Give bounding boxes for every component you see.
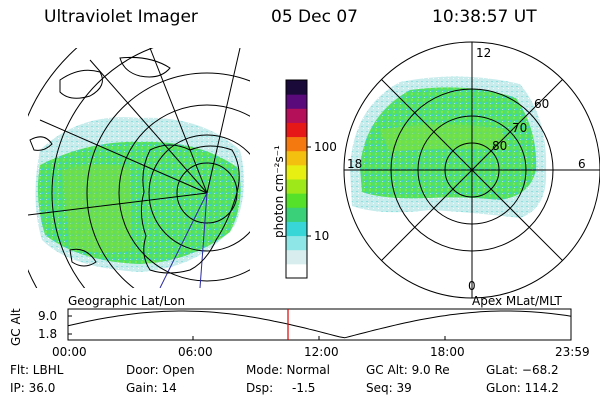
colorbar-stripe xyxy=(286,235,307,251)
dsp-label: Dsp: xyxy=(246,381,274,395)
gain-label: Gain: 14 xyxy=(126,381,177,395)
geographic-caption: Geographic Lat/Lon xyxy=(68,294,186,308)
colorbar-stripe xyxy=(286,108,307,123)
apex-caption: Apex MLat/MLT xyxy=(472,294,562,308)
colorbar-stripe xyxy=(286,179,307,194)
geographic-map xyxy=(28,48,250,288)
colorbar-stripe xyxy=(286,207,307,222)
alt-ytick-1-8: 1.8 xyxy=(38,327,58,341)
mlat-label-80: 80 xyxy=(492,139,508,153)
gc-alt-label: GC Alt: 9.0 Re xyxy=(366,363,450,377)
alt-xtick-1800: 18:00 xyxy=(430,345,465,359)
colorbar xyxy=(285,79,311,279)
colorbar-stripe xyxy=(286,122,307,138)
colorbar-tick-10: 10 xyxy=(314,229,330,243)
glon-label: GLon: 114.2 xyxy=(486,381,559,395)
colorbar-unit-label: photon cm⁻²s⁻¹ xyxy=(272,145,286,238)
alt-xtick-0600: 06:00 xyxy=(178,345,213,359)
colorbar-stripe xyxy=(286,164,307,180)
dsp-value: -1.5 xyxy=(292,381,316,395)
instrument-title: Ultraviolet Imager xyxy=(44,7,198,27)
altitude-plot xyxy=(67,308,572,341)
alt-xtick-2359: 23:59 xyxy=(555,345,590,359)
mode-label: Mode: Normal xyxy=(246,363,330,377)
colorbar-stripe xyxy=(286,94,307,109)
colorbar-stripe xyxy=(286,221,307,237)
alt-ylabel: GC Alt xyxy=(9,308,23,346)
colorbar-tick-100: 100 xyxy=(314,140,337,154)
ip-label: IP: 36.0 xyxy=(10,381,56,395)
mlt-label-12: 12 xyxy=(476,46,492,60)
mlt-label-6: 6 xyxy=(578,157,586,171)
alt-xtick-0000: 00:00 xyxy=(52,345,87,359)
colorbar-stripe xyxy=(286,136,307,152)
seq-label: Seq: 39 xyxy=(366,381,412,395)
mlt-label-0: 0 xyxy=(468,279,476,293)
mlat-label-60: 60 xyxy=(534,97,550,111)
alt-xtick-1200: 12:00 xyxy=(304,345,339,359)
date-label: 05 Dec 07 xyxy=(271,7,358,27)
time-label: 10:38:57 UT xyxy=(432,7,537,27)
glat-label: GLat: −68.2 xyxy=(486,363,559,377)
colorbar-stripe xyxy=(286,263,307,279)
door-label: Door: Open xyxy=(126,363,195,377)
alt-ytick-9: 9.0 xyxy=(38,309,58,323)
colorbar-stripe xyxy=(286,193,307,208)
colorbar-stripe xyxy=(286,249,307,265)
mlat-label-70: 70 xyxy=(512,121,528,135)
apex-polar-plot xyxy=(343,41,600,299)
colorbar-stripe xyxy=(286,150,307,166)
mlt-label-18: 18 xyxy=(347,157,363,171)
filter-label: Flt: LBHL xyxy=(10,363,64,377)
colorbar-stripe xyxy=(286,80,307,95)
